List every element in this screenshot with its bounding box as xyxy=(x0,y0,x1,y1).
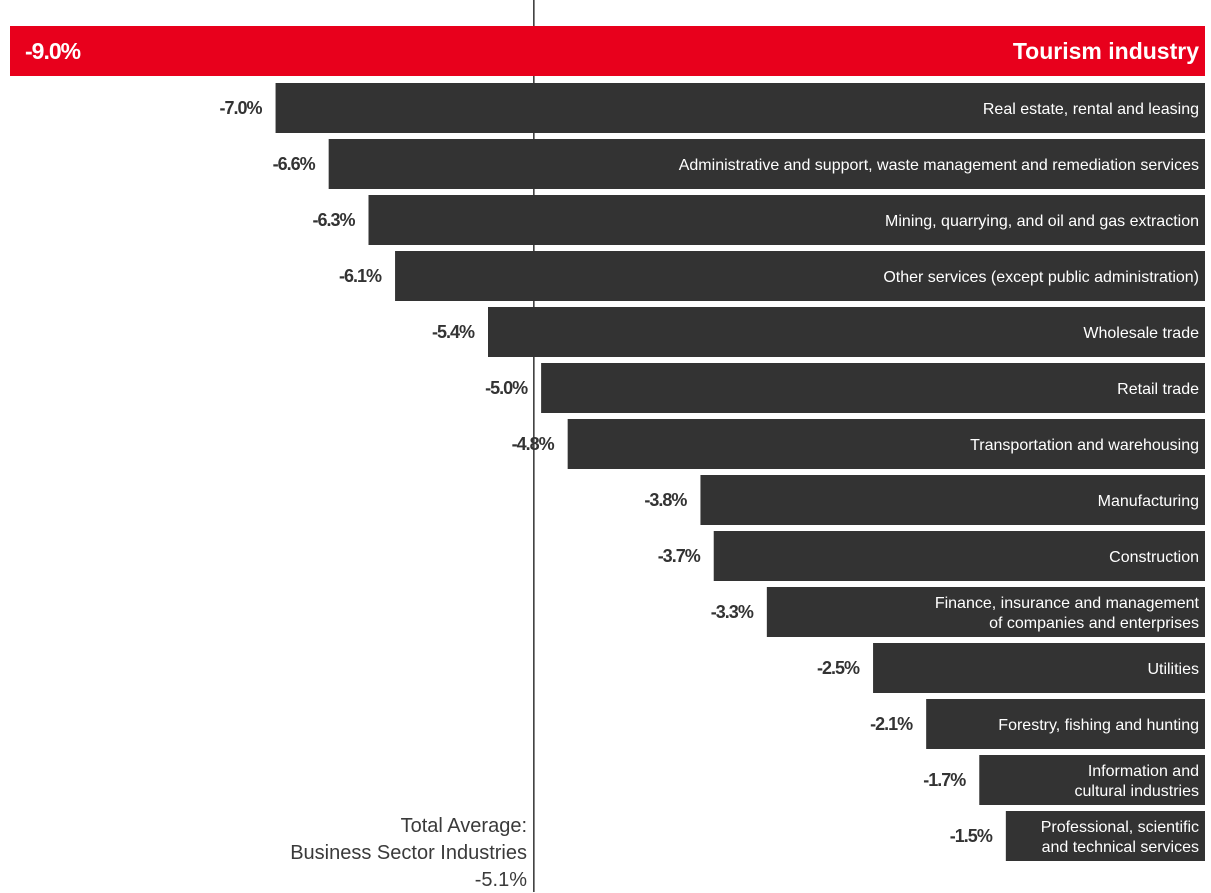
category-label: Wholesale trade xyxy=(1083,325,1199,342)
bar xyxy=(395,251,1205,301)
bar xyxy=(766,587,1205,637)
value-label: -5.4% xyxy=(432,322,475,342)
category-label: Utilities xyxy=(1147,661,1199,678)
value-label: -7.0% xyxy=(220,98,263,118)
value-label: -6.1% xyxy=(339,266,382,286)
category-label-line: Professional, scientific xyxy=(1041,819,1199,836)
category-label-line: Other services (except public administra… xyxy=(883,269,1199,286)
bar xyxy=(926,699,1205,749)
category-label-line: cultural industries xyxy=(1075,783,1200,800)
average-label-line2: Business Sector Industries xyxy=(290,842,527,864)
category-label: Finance, insurance and management of comp… xyxy=(935,595,1200,632)
category-label: Construction xyxy=(1109,549,1199,566)
category-label-line: Information and xyxy=(1088,763,1199,780)
value-label: -3.7% xyxy=(658,546,701,566)
value-label: -3.8% xyxy=(644,490,687,510)
category-label-line: Forestry, fishing and hunting xyxy=(998,717,1199,734)
average-label-value: -5.1% xyxy=(474,869,527,891)
bar xyxy=(567,419,1205,469)
category-label: Other services (except public administra… xyxy=(883,269,1199,286)
bar xyxy=(979,755,1205,805)
highlight-category-label: Tourism industry xyxy=(1013,38,1199,64)
bar-highlight xyxy=(10,26,1205,76)
bars-group xyxy=(10,26,1206,861)
category-label-line: Retail trade xyxy=(1117,381,1199,398)
category-label-line: of companies and enterprises xyxy=(989,615,1199,632)
category-label-line: and technical services xyxy=(1042,839,1199,856)
category-label-line: Mining, quarrying, and oil and gas extra… xyxy=(885,213,1199,230)
bar xyxy=(541,363,1205,413)
labels-group: Tourism industry -9.0% Real estate, rental… xyxy=(25,38,1200,856)
bar xyxy=(275,83,1205,133)
value-label: -2.5% xyxy=(817,658,860,678)
bar xyxy=(713,531,1205,581)
category-label-line: Administrative and support, waste manage… xyxy=(679,157,1199,174)
highlight-value-label: -9.0% xyxy=(25,38,81,64)
bar xyxy=(700,475,1205,525)
bar xyxy=(1005,811,1205,861)
category-label: Administrative and support, waste manage… xyxy=(679,157,1199,174)
category-label-line: Construction xyxy=(1109,549,1199,566)
category-label: Real estate, rental and leasing xyxy=(983,101,1199,118)
bar xyxy=(328,139,1206,189)
category-label-line: Wholesale trade xyxy=(1083,325,1199,342)
bar xyxy=(488,307,1205,357)
value-label: -3.3% xyxy=(711,602,754,622)
value-label: -6.6% xyxy=(273,154,316,174)
value-label: -2.1% xyxy=(870,714,913,734)
bar xyxy=(873,643,1205,693)
category-label-line: Transportation and warehousing xyxy=(970,437,1199,454)
category-label-line: Utilities xyxy=(1147,661,1199,678)
category-label: Information and cultural industries xyxy=(1075,763,1200,800)
bar xyxy=(368,195,1205,245)
category-label-line: Manufacturing xyxy=(1098,493,1199,510)
category-label-line: Finance, insurance and management xyxy=(935,595,1200,612)
category-label: Professional, scientific and technical se… xyxy=(1041,819,1199,856)
category-label: Transportation and warehousing xyxy=(970,437,1199,454)
category-label-line: Real estate, rental and leasing xyxy=(983,101,1199,118)
average-label-line1: Total Average: xyxy=(400,815,527,837)
category-label: Forestry, fishing and hunting xyxy=(998,717,1199,734)
category-label: Manufacturing xyxy=(1098,493,1199,510)
value-label: -4.8% xyxy=(512,434,555,454)
value-label: -6.3% xyxy=(312,210,355,230)
value-label: -1.5% xyxy=(950,826,993,846)
category-label: Retail trade xyxy=(1117,381,1199,398)
category-label-line: Tourism industry xyxy=(1013,38,1199,64)
category-label: Mining, quarrying, and oil and gas extra… xyxy=(885,213,1199,230)
value-label: -5.0% xyxy=(485,378,528,398)
value-label: -1.7% xyxy=(923,770,966,790)
